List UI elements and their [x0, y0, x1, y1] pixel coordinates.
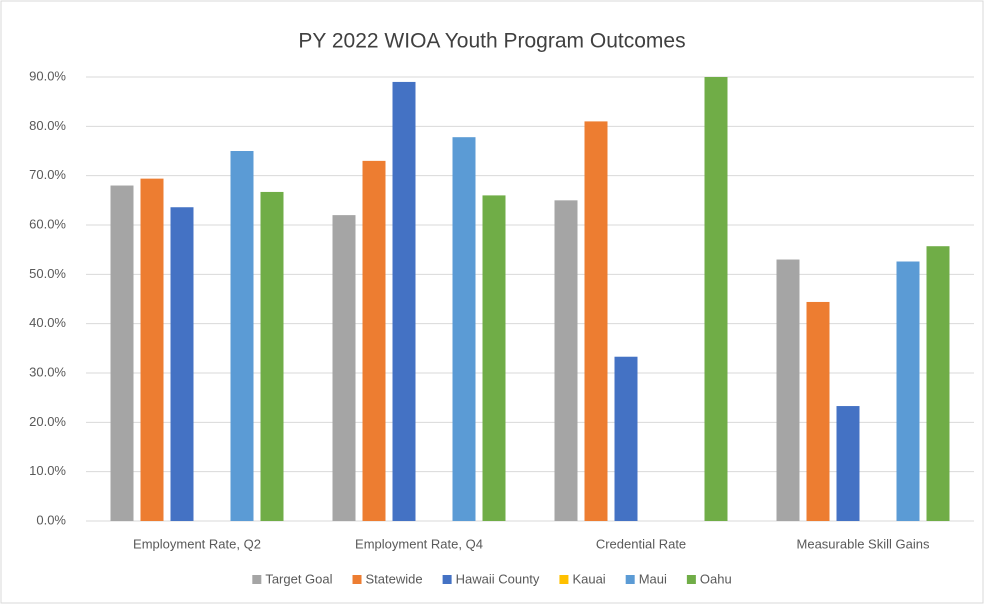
chart-title: PY 2022 WIOA Youth Program Outcomes	[298, 30, 685, 53]
legend-label: Hawaii County	[456, 571, 540, 586]
legend-swatch	[625, 575, 635, 584]
legend-swatch	[352, 575, 362, 584]
bar	[230, 151, 254, 521]
bar	[482, 195, 506, 521]
bar	[776, 259, 800, 521]
legend-label: Kauai	[572, 571, 605, 586]
bar	[260, 191, 284, 522]
bar	[704, 77, 728, 521]
y-tick-label: 10.0%	[29, 463, 66, 478]
legend-swatch	[252, 575, 262, 584]
legend-swatch	[442, 575, 452, 584]
x-tick-label: Employment Rate, Q2	[133, 536, 261, 551]
x-tick-label: Measurable Skill Gains	[797, 536, 930, 551]
y-tick-label: 50.0%	[29, 266, 66, 281]
y-tick-label: 30.0%	[29, 364, 66, 379]
bar	[554, 200, 578, 522]
x-tick-label: Credential Rate	[596, 536, 686, 551]
legend-swatch	[686, 575, 696, 584]
y-tick-label: 90.0%	[29, 68, 66, 83]
bar	[614, 356, 638, 521]
y-tick-label: 60.0%	[29, 216, 66, 231]
bar	[140, 178, 164, 522]
legend-swatch	[559, 575, 569, 584]
legend-label: Target Goal	[265, 571, 332, 586]
y-tick-label: 20.0%	[29, 414, 66, 429]
legend-label: Statewide	[366, 571, 423, 586]
bar	[362, 160, 386, 521]
bar	[392, 81, 416, 521]
x-tick-label: Employment Rate, Q4	[355, 536, 483, 551]
legend-label: Maui	[639, 571, 667, 586]
bar	[170, 207, 194, 522]
y-tick-label: 70.0%	[29, 167, 66, 182]
bar	[926, 246, 950, 522]
bar	[836, 406, 860, 521]
legend-label: Oahu	[700, 571, 732, 586]
y-tick-label: 80.0%	[29, 118, 66, 133]
bar	[452, 137, 476, 522]
y-tick-label: 40.0%	[29, 315, 66, 330]
bar	[110, 185, 134, 522]
bar	[332, 215, 356, 521]
bar	[584, 121, 608, 522]
bar	[806, 301, 830, 521]
y-tick-label: 0.0%	[36, 512, 66, 527]
bar	[896, 261, 920, 521]
